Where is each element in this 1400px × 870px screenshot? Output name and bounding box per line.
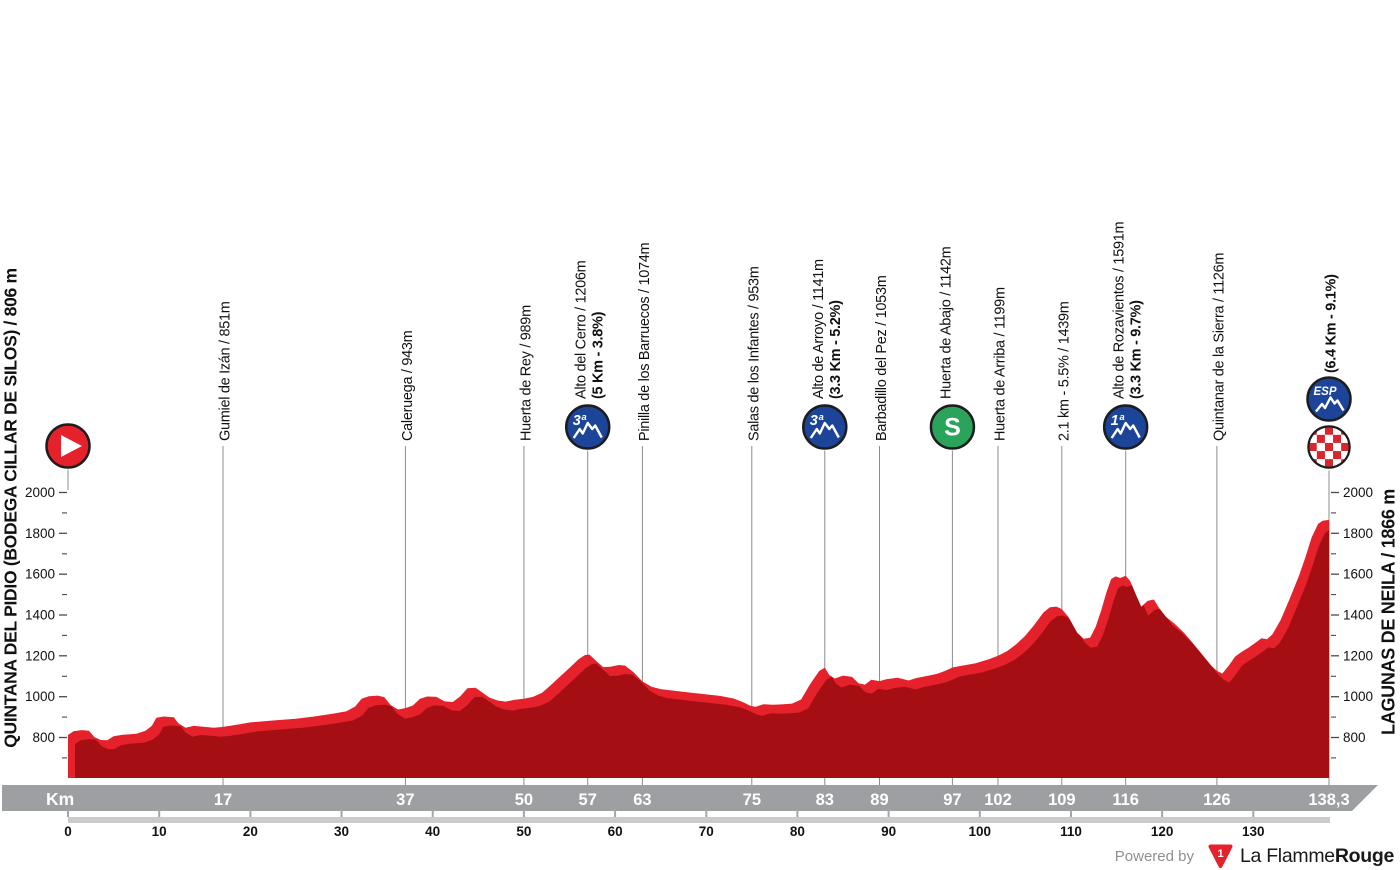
cat-glyph: 3ª	[573, 413, 587, 429]
km-marker: 97	[943, 791, 961, 809]
waypoint-label: Huerta de Abajo / 1142m	[938, 246, 954, 399]
y-tick-label-right: 1000	[1343, 689, 1373, 704]
finish-title: LAGUNAS DE NEILA / 1866 m	[1378, 489, 1399, 735]
y-tick-label-left: 1600	[25, 567, 55, 582]
km-marker: 50	[515, 791, 533, 809]
ruler-label: 90	[881, 824, 896, 839]
play-glyph	[61, 435, 82, 457]
y-tick-label-right: 2000	[1343, 485, 1373, 500]
y-tick-label-left: 1000	[25, 689, 55, 704]
cat3-icon: 3ª	[801, 403, 849, 451]
climb-stats-label: (5 Km - 3.8%)	[591, 311, 607, 399]
y-tick-label-right: 1200	[1343, 648, 1373, 663]
y-tick-label-left: 2000	[25, 485, 55, 500]
km-marker: 57	[579, 791, 597, 809]
ruler-label: 100	[969, 824, 992, 839]
elevation-area-shadow	[75, 528, 1329, 778]
waypoint-label: Salas de los Infantes / 953m	[746, 266, 762, 441]
cat-glyph: 1ª	[1111, 413, 1125, 429]
mountain-glyph	[1110, 421, 1141, 439]
km-marker: 75	[743, 791, 761, 809]
ruler-bar	[68, 817, 1330, 823]
ruler-label: 60	[608, 824, 623, 839]
ruler-label: 70	[699, 824, 714, 839]
km-marker: 37	[396, 791, 414, 809]
brand-suffix: Rouge	[1334, 844, 1394, 867]
mountain-glyph	[1315, 396, 1345, 413]
km-marker: 89	[870, 791, 888, 809]
ruler-label: 0	[64, 824, 72, 839]
km-marker: 83	[816, 791, 834, 809]
waypoint-label: Huerta de Rey / 989m	[518, 305, 534, 441]
km-marker: 116	[1112, 791, 1139, 809]
waypoint-label: Alto del Cerro / 1206m	[574, 260, 590, 399]
y-tick-label-left: 1200	[25, 648, 55, 663]
climb-stats-label: (3.3 Km - 5.2%)	[828, 300, 844, 399]
brand-prefix: La Flamme	[1239, 844, 1335, 867]
waypoint-label: Alto de Arroyo / 1141m	[811, 259, 827, 399]
waypoint-label: Gumiel de Izán / 851m	[218, 301, 234, 441]
y-tick-label-left: 1800	[25, 526, 55, 541]
mountain-glyph	[572, 421, 603, 439]
km-marker: 138,3	[1308, 791, 1349, 809]
waypoint-label: Barbadillo del Pez / 1053m	[874, 275, 890, 441]
ruler-label: 50	[516, 824, 531, 839]
mountain-glyph	[809, 421, 840, 439]
y-tick-label-right: 1600	[1343, 567, 1373, 582]
ruler-label: 110	[1060, 824, 1082, 839]
ruler-label: 40	[425, 824, 440, 839]
km-marker: 102	[984, 791, 1012, 809]
km-marker: 63	[633, 791, 651, 809]
y-tick-label-left: 800	[32, 730, 55, 745]
logo-number: 1	[1217, 848, 1223, 860]
waypoint-label: Quintanar de la Sierra / 1126m	[1211, 253, 1227, 441]
ruler-label: 120	[1151, 824, 1174, 839]
sprint-icon: S	[928, 403, 976, 451]
waypoint-label: Huerta de Arriba / 1199m	[993, 287, 1009, 441]
waypoint-label: Alto de Rozavientos / 1591m	[1112, 221, 1128, 399]
esp-glyph: ESP	[1314, 386, 1337, 398]
cat-glyph: 3ª	[810, 413, 824, 429]
ruler-label: 10	[152, 824, 167, 839]
ruler-label: 80	[790, 824, 805, 839]
km-marker: 109	[1048, 791, 1076, 809]
waypoint-label: Pinilla de los Barruecos / 1074m	[637, 242, 653, 441]
waypoint-label: Caleruega / 943m	[400, 330, 416, 441]
ruler-label: 20	[243, 824, 258, 839]
y-tick-label-left: 1400	[25, 608, 55, 623]
powered-by-label: Powered by	[1114, 847, 1194, 865]
km-marker: 126	[1203, 791, 1231, 809]
sprint-glyph: S	[944, 414, 961, 442]
climb-stats-label: (3.3 Km - 9.7%)	[1129, 300, 1145, 399]
start-title: QUINTANA DEL PIDIO (BODEGA CILLAR DE SIL…	[0, 268, 21, 748]
la-flamme-rouge-logo-icon: 1	[1208, 844, 1233, 868]
brand-name: La FlammeRouge	[1240, 845, 1394, 868]
waypoint-label: 2.1 km - 5.5% / 1439m	[1056, 301, 1072, 441]
finish-icon	[1305, 423, 1353, 471]
finish-climb-label: (6.4 Km - 9.1%)	[1324, 274, 1340, 373]
y-tick-label-right: 1800	[1343, 526, 1373, 541]
cat3-icon: 3ª	[564, 403, 612, 451]
km-bar-title: Km	[46, 789, 74, 809]
y-tick-label-right: 800	[1343, 730, 1366, 745]
km-marker: 17	[214, 791, 232, 809]
km-bar	[2, 785, 1378, 811]
ruler-label: 130	[1242, 824, 1265, 839]
y-tick-label-right: 1400	[1343, 608, 1373, 623]
ruler-label: 30	[334, 824, 349, 839]
footer: Powered by 1 La FlammeRouge	[1115, 843, 1394, 869]
esp-icon: ESP	[1305, 375, 1353, 423]
start-icon	[44, 422, 92, 470]
cat1-icon: 1ª	[1102, 403, 1150, 451]
